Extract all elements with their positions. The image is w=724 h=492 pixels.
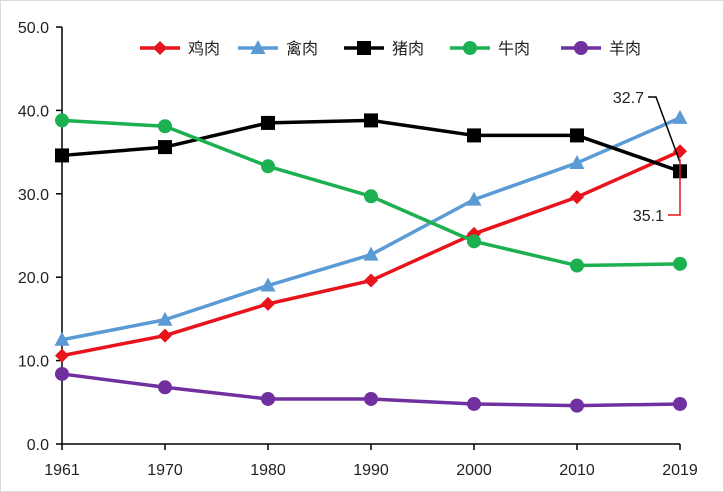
data-point	[467, 128, 481, 143]
data-point	[261, 115, 275, 130]
series-2	[54, 109, 688, 346]
data-point	[570, 128, 584, 143]
axes: 0.0 10.0 20.0 30.0 40.0 50.0 1961 1970 1980 1990 2…	[18, 20, 698, 479]
x-tick-label: 1990	[353, 462, 389, 479]
legend-marker	[250, 40, 266, 54]
data-point	[467, 234, 481, 249]
data-point	[55, 348, 69, 363]
data-point	[570, 258, 584, 273]
legend-label: 鸡肉	[188, 39, 220, 58]
series-layer	[54, 109, 688, 413]
legend-marker	[153, 41, 167, 55]
data-point	[158, 380, 172, 395]
data-point	[54, 331, 70, 346]
legend-label: 猪肉	[392, 39, 424, 58]
series-1	[55, 144, 687, 363]
annotation-pork: 32.7	[613, 90, 681, 163]
annotation-chicken: 35.1	[633, 159, 681, 225]
y-tick-label: 40.0	[18, 103, 49, 120]
y-tick-label: 50.0	[18, 20, 49, 37]
annotation-leader	[668, 159, 681, 216]
data-point	[673, 256, 687, 271]
x-tick-label: 1980	[250, 462, 286, 479]
data-point	[55, 113, 69, 128]
legend-entry: 猪肉	[344, 39, 424, 58]
x-tick-label: 1961	[44, 462, 80, 479]
data-point	[158, 328, 172, 343]
data-point	[55, 148, 69, 163]
data-point	[260, 277, 276, 292]
legend-marker	[463, 41, 477, 55]
series-3	[55, 113, 687, 179]
legend-entry: 羊肉	[561, 39, 641, 58]
annotation-label: 32.7	[613, 90, 644, 107]
data-point	[673, 396, 687, 411]
series-5	[55, 366, 687, 413]
y-tick-label: 0.0	[27, 437, 49, 454]
legend-label: 羊肉	[609, 39, 641, 58]
data-point	[261, 296, 275, 311]
data-point	[364, 189, 378, 204]
y-tick-label: 10.0	[18, 354, 49, 371]
annotation-leader	[648, 96, 681, 163]
y-tick-label: 30.0	[18, 187, 49, 204]
series-4	[55, 113, 687, 273]
legend-entry: 牛肉	[450, 39, 530, 58]
legend-marker	[574, 41, 588, 55]
x-tick-label: 2019	[662, 462, 698, 479]
data-point	[157, 311, 173, 326]
legend-label: 禽肉	[286, 39, 318, 58]
legend-entry: 鸡肉	[140, 39, 220, 58]
annotation-label: 35.1	[633, 208, 664, 225]
data-point	[569, 154, 585, 169]
x-tick-label: 2000	[456, 462, 492, 479]
data-point	[364, 273, 378, 288]
data-point	[364, 391, 378, 406]
annotations: 32.7 35.1	[613, 90, 681, 225]
legend-entry: 禽肉	[238, 39, 318, 58]
x-tick-label: 1970	[147, 462, 183, 479]
legend-label: 牛肉	[498, 39, 530, 58]
data-point	[364, 113, 378, 128]
data-point	[672, 109, 688, 124]
data-point	[261, 159, 275, 174]
data-point	[466, 191, 482, 206]
data-point	[467, 396, 481, 411]
data-point	[55, 366, 69, 381]
data-point	[570, 190, 584, 205]
legend-marker	[357, 41, 371, 55]
data-point	[158, 119, 172, 134]
data-point	[570, 398, 584, 413]
data-point	[158, 140, 172, 155]
data-point	[261, 391, 275, 406]
data-point	[363, 246, 379, 261]
legend: 鸡肉 禽肉 猪肉 牛肉 羊肉	[140, 39, 641, 58]
y-tick-label: 20.0	[18, 270, 49, 287]
x-tick-label: 2010	[559, 462, 595, 479]
